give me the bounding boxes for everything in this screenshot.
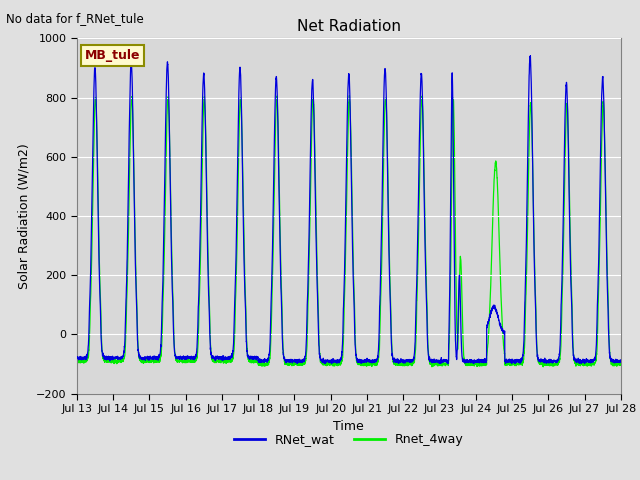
- Text: No data for f_RNet_tule: No data for f_RNet_tule: [6, 12, 144, 25]
- Legend: RNet_wat, Rnet_4way: RNet_wat, Rnet_4way: [229, 428, 468, 451]
- Title: Net Radiation: Net Radiation: [297, 20, 401, 35]
- Y-axis label: Solar Radiation (W/m2): Solar Radiation (W/m2): [17, 143, 30, 289]
- Text: MB_tule: MB_tule: [85, 49, 140, 62]
- X-axis label: Time: Time: [333, 420, 364, 432]
